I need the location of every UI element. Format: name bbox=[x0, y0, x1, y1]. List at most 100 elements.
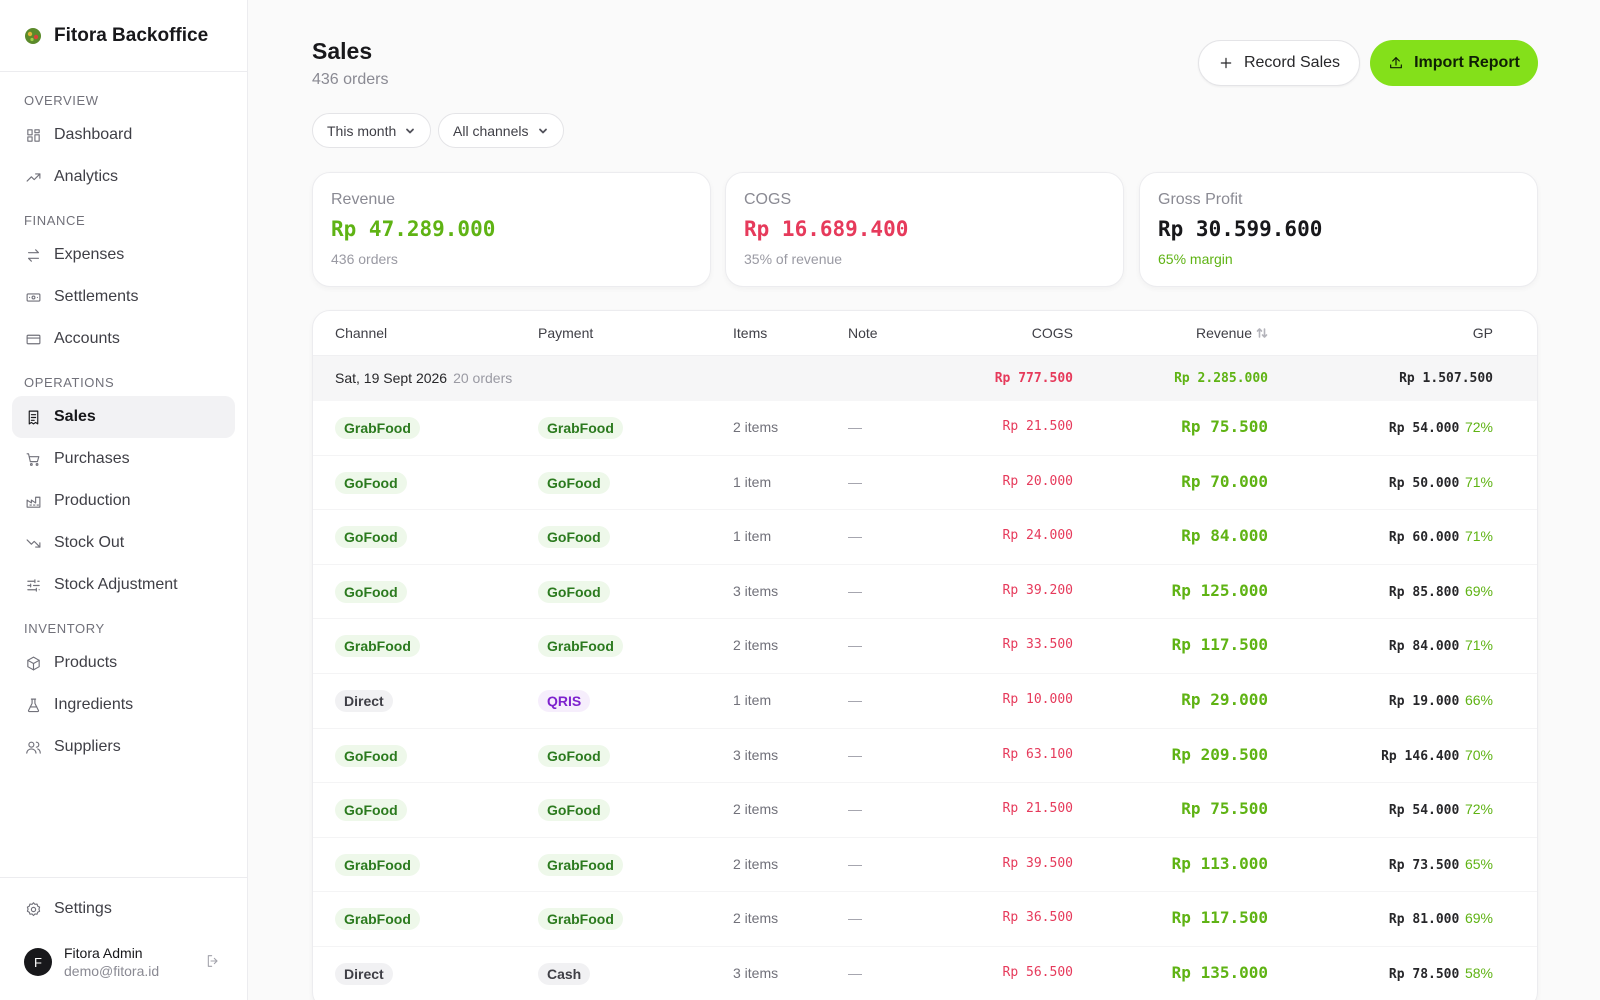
table-row[interactable]: Direct Cash 3 items — Rp 56.500 Rp 135.000 Rp … bbox=[313, 947, 1537, 1000]
gp-margin: 66% bbox=[1464, 691, 1493, 708]
note-text: — bbox=[848, 964, 862, 981]
gp-margin: 72% bbox=[1464, 419, 1493, 435]
sidebar-item-expenses[interactable]: Expenses bbox=[12, 234, 235, 276]
table-row[interactable]: GrabFood GrabFood 2 items — Rp 33.500 Rp 117.… bbox=[313, 619, 1537, 674]
table-row[interactable]: GoFood GoFood 1 item — Rp 20.000 Rp 70.000 Rp … bbox=[313, 456, 1537, 511]
items-count: 1 item bbox=[733, 691, 772, 708]
sidebar-item-suppliers[interactable]: Suppliers bbox=[12, 726, 235, 768]
gp-value: Rp 50.000 bbox=[1388, 475, 1460, 491]
table-row[interactable]: GrabFood GrabFood 2 items — Rp 36.500 Rp 117.… bbox=[313, 892, 1537, 947]
column-channel[interactable]: Channel bbox=[335, 325, 388, 341]
sidebar-item-analytics[interactable]: Analytics bbox=[12, 156, 235, 198]
gp-value: Rp 81.000 bbox=[1388, 912, 1460, 928]
gp-cell: Rp 54.000 72% bbox=[1313, 801, 1493, 818]
column-revenue[interactable]: Revenue bbox=[1133, 325, 1268, 341]
column-items[interactable]: Items bbox=[733, 325, 768, 341]
gp-margin: 69% bbox=[1464, 582, 1493, 599]
revenue-value: Rp 29.000 bbox=[1181, 689, 1268, 709]
table-row[interactable]: GoFood GoFood 1 item — Rp 24.000 Rp 84.000 Rp … bbox=[313, 510, 1537, 565]
revenue-value: Rp 125.000 bbox=[1171, 580, 1268, 600]
card-label: COGS bbox=[744, 191, 792, 208]
record-sales-label: Record Sales bbox=[1243, 54, 1341, 71]
channel-badge: GrabFood bbox=[335, 635, 420, 658]
dashboard-icon bbox=[24, 126, 42, 144]
payment-badge: Cash bbox=[538, 962, 591, 985]
sidebar-item-label: Stock Adjustment bbox=[54, 576, 178, 593]
date-group-row[interactable]: Sat, 19 Sept 2026 20 orders Rp 777.500 Rp… bbox=[313, 356, 1537, 401]
revenue-value: Rp 209.500 bbox=[1171, 744, 1268, 764]
sidebar-item-sales[interactable]: Sales bbox=[12, 396, 235, 438]
gp-value: Rp 19.000 bbox=[1388, 693, 1460, 709]
sidebar-footer: Settings F Fitora Admin demo@fitora.id bbox=[0, 877, 247, 1000]
sidebar-item-label: Dashboard bbox=[54, 126, 133, 143]
sidebar-item-label: Purchases bbox=[54, 450, 130, 467]
logout-icon[interactable] bbox=[205, 953, 223, 971]
items-count: 1 item bbox=[733, 528, 772, 545]
payment-badge: QRIS bbox=[538, 689, 591, 712]
sidebar-item-label: Settings bbox=[54, 900, 112, 917]
gp-value: Rp 78.500 bbox=[1388, 966, 1460, 982]
items-count: 3 items bbox=[733, 582, 779, 599]
sidebar-nav: OVERVIEW Dashboard Analytics FINANCE Expense… bbox=[0, 72, 247, 768]
gp-cell: Rp 73.500 65% bbox=[1313, 856, 1493, 873]
trend-down-icon bbox=[24, 534, 42, 552]
column-cogs[interactable]: COGS bbox=[1031, 325, 1073, 341]
sidebar-item-settlements[interactable]: Settlements bbox=[12, 276, 235, 318]
table-row[interactable]: GrabFood GrabFood 2 items — Rp 21.500 Rp 75.5… bbox=[313, 401, 1537, 456]
avatar[interactable]: F bbox=[24, 948, 52, 976]
column-revenue-label: Revenue bbox=[1195, 325, 1252, 341]
gp-cell: Rp 84.000 71% bbox=[1313, 637, 1493, 654]
revenue-value: Rp 84.000 bbox=[1181, 526, 1268, 546]
cogs-value: Rp 39.500 bbox=[1002, 855, 1073, 871]
sidebar: Fitora Backoffice OVERVIEW Dashboard Analy… bbox=[0, 0, 248, 1000]
import-report-button[interactable]: Import Report bbox=[1370, 40, 1538, 86]
card-subtext: 436 orders bbox=[331, 251, 398, 267]
card-icon bbox=[24, 330, 42, 348]
revenue-value: Rp 113.000 bbox=[1171, 853, 1268, 873]
payment-badge: GoFood bbox=[538, 580, 610, 603]
channel-badge: Direct bbox=[335, 962, 393, 985]
table-row[interactable]: GrabFood GrabFood 2 items — Rp 39.500 Rp 113.… bbox=[313, 838, 1537, 893]
sidebar-item-products[interactable]: Products bbox=[12, 642, 235, 684]
channel-badge: GoFood bbox=[335, 744, 407, 767]
gross-profit-card: Gross Profit Rp 30.599.600 65% margin bbox=[1139, 172, 1538, 287]
plus-icon bbox=[1220, 57, 1232, 69]
table-row[interactable]: GoFood GoFood 3 items — Rp 63.100 Rp 209.500 R… bbox=[313, 729, 1537, 784]
sort-icon[interactable] bbox=[1256, 326, 1268, 338]
trend-icon bbox=[24, 168, 42, 186]
channel-badge: GoFood bbox=[335, 526, 407, 549]
column-payment[interactable]: Payment bbox=[538, 325, 594, 341]
period-filter[interactable]: This month bbox=[312, 113, 432, 148]
cogs-value: Rp 36.500 bbox=[1002, 910, 1073, 926]
table-row[interactable]: GoFood GoFood 2 items — Rp 21.500 Rp 75.500 Rp… bbox=[313, 783, 1537, 838]
nav-section-heading: OVERVIEW bbox=[24, 93, 99, 108]
table-row[interactable]: Direct QRIS 1 item — Rp 10.000 Rp 29.000 Rp 19… bbox=[313, 674, 1537, 729]
gp-margin: 58% bbox=[1464, 964, 1493, 981]
cogs-value: Rp 10.000 bbox=[1002, 691, 1073, 707]
channel-filter[interactable]: All channels bbox=[438, 113, 564, 148]
nav-section-heading: FINANCE bbox=[24, 213, 86, 228]
sliders-icon bbox=[24, 576, 42, 594]
sidebar-item-dashboard[interactable]: Dashboard bbox=[12, 114, 235, 156]
items-count: 3 items bbox=[733, 746, 779, 763]
gp-margin: 71% bbox=[1464, 473, 1493, 490]
sidebar-item-stock-out[interactable]: Stock Out bbox=[12, 522, 235, 564]
table-header: Channel Payment Items Note COGS Revenue … bbox=[313, 311, 1537, 356]
user-profile: F Fitora Admin demo@fitora.id bbox=[0, 930, 247, 1000]
column-gp[interactable]: GP bbox=[1472, 325, 1493, 341]
sidebar-item-label: Sales bbox=[54, 408, 96, 425]
sidebar-item-production[interactable]: Production bbox=[12, 480, 235, 522]
sidebar-item-stock-adjustment[interactable]: Stock Adjustment bbox=[12, 564, 235, 606]
table-row[interactable]: GoFood GoFood 3 items — Rp 39.200 Rp 125.000 R… bbox=[313, 565, 1537, 620]
gp-margin: 70% bbox=[1464, 746, 1493, 763]
user-name: Fitora Admin bbox=[64, 945, 143, 961]
group-order-count: 20 orders bbox=[453, 370, 513, 386]
sidebar-item-purchases[interactable]: Purchases bbox=[12, 438, 235, 480]
sidebar-item-label: Stock Out bbox=[54, 534, 125, 551]
page-subtitle: 436 orders bbox=[312, 71, 389, 88]
sidebar-item-ingredients[interactable]: Ingredients bbox=[12, 684, 235, 726]
record-sales-button[interactable]: Record Sales bbox=[1198, 40, 1360, 86]
column-note[interactable]: Note bbox=[848, 325, 878, 341]
sidebar-item-accounts[interactable]: Accounts bbox=[12, 318, 235, 360]
sidebar-item-settings[interactable]: Settings bbox=[12, 888, 235, 930]
